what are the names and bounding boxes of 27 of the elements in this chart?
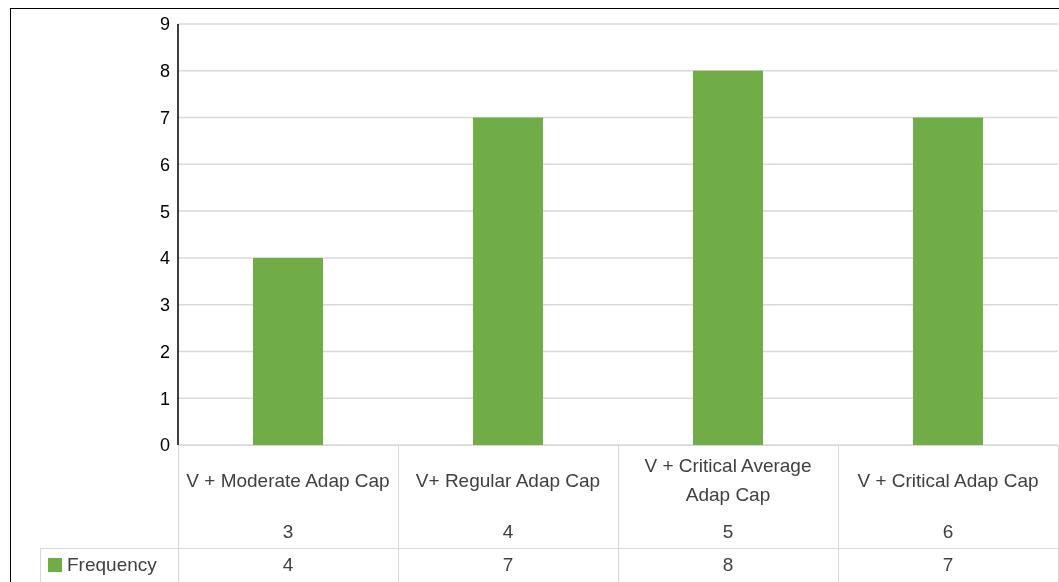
y-tick-label: 8 [159,61,170,82]
y-tick-label: 9 [159,14,170,35]
legend-label: Frequency [67,554,157,576]
y-tick-label: 2 [159,341,170,362]
y-tick-label: 6 [159,154,170,175]
data-label: 7 [501,553,515,577]
bar [473,117,543,445]
text: 6 [941,519,955,544]
text: 5 [721,519,735,544]
data-label: 4 [281,553,295,577]
x-tick-label: V + Moderate Adap Cap [185,468,391,493]
data-label: 8 [721,553,735,577]
bar [913,117,983,445]
y-tick-label: 7 [159,107,170,128]
bar [693,70,763,445]
text: 4 [501,519,515,544]
y-tick-label: 4 [159,248,170,269]
x-tick-label: V + Critical Average Adap Cap [643,454,813,507]
y-tick-label: 5 [159,201,170,222]
x-tick-label: V + Critical Adap Cap [856,468,1040,493]
y-tick-label: 0 [159,435,170,456]
y-tick-label: 3 [159,295,170,316]
bar [253,257,323,445]
text: 3 [281,519,295,544]
y-tick-label: 1 [159,388,170,409]
data-label: 7 [941,553,955,577]
x-tick-label: V+ Regular Adap Cap [414,468,602,493]
